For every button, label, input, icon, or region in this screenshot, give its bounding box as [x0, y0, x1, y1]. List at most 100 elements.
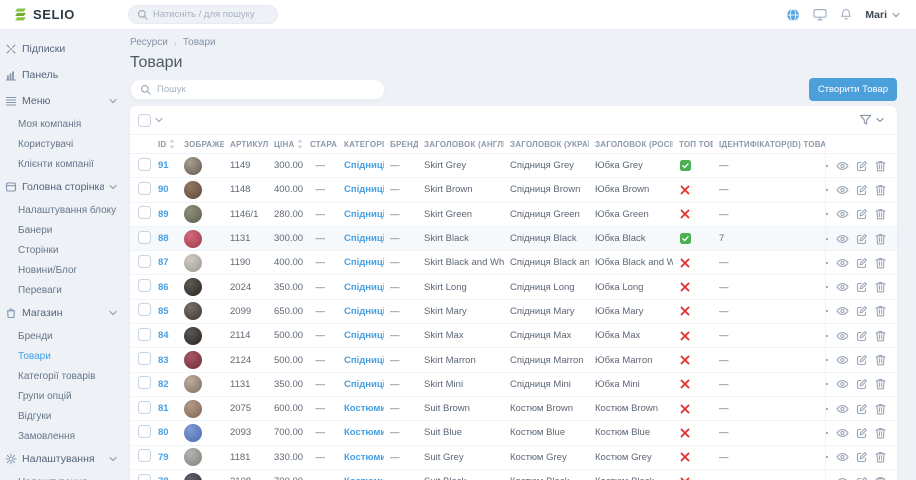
product-id-link[interactable]: 81 — [158, 403, 169, 415]
select-all-checkbox[interactable] — [138, 113, 151, 127]
breadcrumb-item-resources[interactable]: Ресурси — [130, 37, 168, 48]
sidebar-item-menu[interactable]: Меню — [4, 88, 121, 114]
products-search-input[interactable] — [157, 84, 375, 95]
sidebar-subitem-2-1[interactable]: Користувачі — [18, 138, 74, 150]
column-header[interactable]: ЦІНА — [268, 139, 304, 149]
view-button[interactable] — [836, 281, 849, 293]
view-button[interactable] — [836, 427, 849, 439]
column-header[interactable]: АРТИКУЛ — [224, 139, 268, 149]
product-id-link[interactable]: 88 — [158, 233, 169, 245]
view-button[interactable] — [836, 378, 849, 390]
category-link[interactable]: Спідниці — [344, 233, 384, 245]
delete-button[interactable] — [875, 184, 886, 196]
product-image[interactable] — [184, 375, 202, 394]
more-actions-button[interactable] — [826, 403, 829, 415]
edit-button[interactable] — [856, 403, 868, 415]
more-actions-button[interactable] — [826, 233, 829, 245]
sidebar-subitem-2-0[interactable]: Моя компанія — [18, 118, 82, 130]
category-link[interactable]: Спідниці — [344, 354, 384, 366]
product-id-link[interactable]: 78 — [158, 476, 169, 480]
delete-button[interactable] — [875, 233, 886, 245]
row-checkbox[interactable] — [138, 424, 151, 438]
row-checkbox[interactable] — [138, 230, 151, 244]
product-image[interactable] — [184, 423, 202, 442]
sidebar-subitem-3-3[interactable]: Новини/Блог — [18, 264, 78, 276]
delete-button[interactable] — [875, 281, 886, 293]
more-actions-button[interactable] — [826, 427, 829, 439]
category-link[interactable]: Спідниці — [344, 160, 384, 172]
app-logo[interactable]: SELIO — [0, 7, 118, 22]
category-link[interactable]: Спідниці — [344, 257, 384, 269]
product-id-link[interactable]: 79 — [158, 451, 169, 463]
product-image[interactable] — [184, 180, 202, 199]
column-header[interactable]: ID — [152, 139, 178, 149]
more-actions-button[interactable] — [826, 184, 829, 196]
edit-button[interactable] — [856, 427, 868, 439]
sidebar-subitem-4-5[interactable]: Замовлення — [18, 430, 75, 442]
edit-button[interactable] — [856, 233, 868, 245]
edit-button[interactable] — [856, 257, 868, 269]
product-image[interactable] — [184, 156, 202, 175]
more-actions-button[interactable] — [826, 281, 829, 293]
category-link[interactable]: Спідниці — [344, 378, 384, 390]
sidebar-subitem-4-0[interactable]: Бренди — [18, 330, 53, 342]
global-search[interactable] — [128, 5, 278, 24]
delete-button[interactable] — [875, 354, 886, 366]
sidebar-subitem-3-4[interactable]: Переваги — [18, 284, 62, 296]
more-actions-button[interactable] — [826, 330, 829, 342]
view-button[interactable] — [836, 208, 849, 220]
delete-button[interactable] — [875, 208, 886, 220]
view-button[interactable] — [836, 160, 849, 172]
product-id-link[interactable]: 86 — [158, 281, 169, 293]
product-image[interactable] — [184, 302, 202, 321]
sidebar-item-settings[interactable]: Налаштування — [4, 446, 121, 472]
product-image[interactable] — [184, 229, 202, 248]
chevron-down-icon[interactable] — [155, 117, 163, 123]
row-checkbox[interactable] — [138, 352, 151, 366]
edit-button[interactable] — [856, 281, 868, 293]
product-id-link[interactable]: 91 — [158, 160, 169, 172]
category-link[interactable]: Спідниці — [344, 305, 384, 317]
filter-button[interactable] — [859, 114, 884, 126]
product-image[interactable] — [184, 205, 202, 224]
delete-button[interactable] — [875, 427, 886, 439]
more-actions-button[interactable] — [826, 160, 829, 172]
edit-button[interactable] — [856, 476, 868, 480]
user-menu[interactable]: Mari — [865, 9, 900, 21]
product-id-link[interactable]: 80 — [158, 427, 169, 439]
category-link[interactable]: Костюми — [344, 427, 384, 439]
column-header[interactable]: КАТЕГОРІЯ — [338, 139, 384, 149]
sidebar-subitem-2-2[interactable]: Клієнти компанії — [18, 158, 94, 170]
more-actions-button[interactable] — [826, 378, 829, 390]
row-checkbox[interactable] — [138, 303, 151, 317]
view-button[interactable] — [836, 403, 849, 415]
row-checkbox[interactable] — [138, 254, 151, 268]
row-checkbox[interactable] — [138, 400, 151, 414]
sidebar-subitem-4-4[interactable]: Відгуки — [18, 410, 52, 422]
view-button[interactable] — [836, 354, 849, 366]
display-icon[interactable] — [813, 8, 827, 21]
row-checkbox[interactable] — [138, 157, 151, 171]
sidebar-item-homepage[interactable]: Головна сторінка — [4, 174, 121, 200]
category-link[interactable]: Костюми — [344, 451, 384, 463]
sidebar-subitem-4-1[interactable]: Товари — [18, 350, 51, 362]
edit-button[interactable] — [856, 354, 868, 366]
more-actions-button[interactable] — [826, 476, 829, 480]
category-link[interactable]: Спідниці — [344, 330, 384, 342]
product-image[interactable] — [184, 351, 202, 370]
category-link[interactable]: Костюми — [344, 403, 384, 415]
edit-button[interactable] — [856, 208, 868, 220]
edit-button[interactable] — [856, 305, 868, 317]
sidebar-item-subscriptions[interactable]: Підписки — [4, 36, 121, 62]
delete-button[interactable] — [875, 403, 886, 415]
more-actions-button[interactable] — [826, 208, 829, 220]
delete-button[interactable] — [875, 330, 886, 342]
product-id-link[interactable]: 82 — [158, 378, 169, 390]
edit-button[interactable] — [856, 184, 868, 196]
product-image[interactable] — [184, 253, 202, 272]
row-checkbox[interactable] — [138, 206, 151, 220]
row-checkbox[interactable] — [138, 449, 151, 463]
product-id-link[interactable]: 85 — [158, 305, 169, 317]
more-actions-button[interactable] — [826, 305, 829, 317]
sidebar-subitem-5-0[interactable]: Налаштування магазину — [4, 472, 121, 480]
